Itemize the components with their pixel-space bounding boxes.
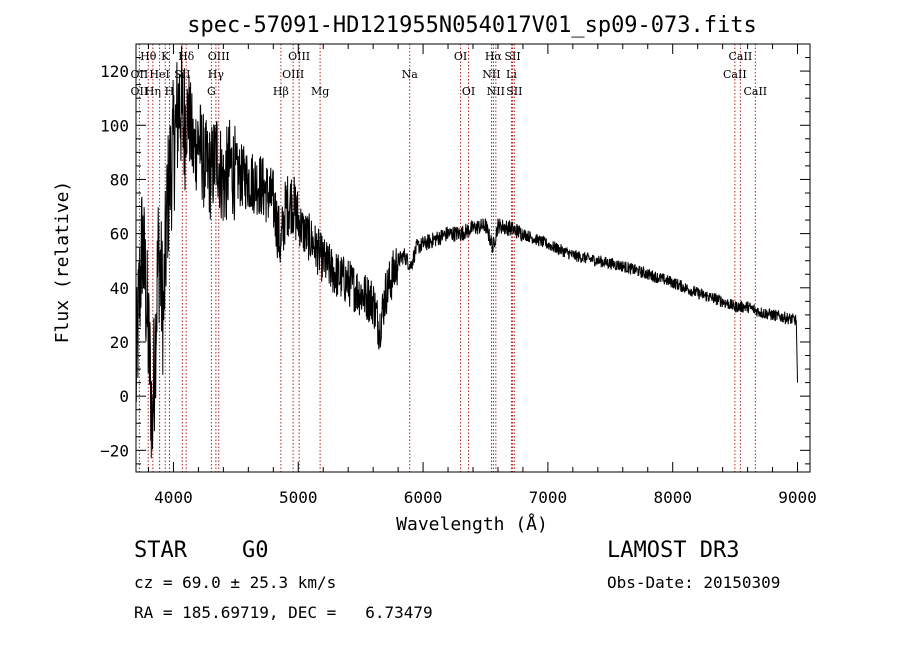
y-tick-label: 60 [110, 225, 129, 244]
redshift-velocity: cz = 69.0 ± 25.3 km/s [134, 573, 337, 592]
x-tick-label: 7000 [529, 488, 568, 507]
x-tick-label: 5000 [279, 488, 318, 507]
marker-label: Hδ [178, 50, 195, 63]
marker-label: CaII [729, 50, 753, 63]
y-tick-label: 40 [110, 279, 129, 298]
marker-label: OII [131, 85, 149, 98]
marker-label: SII [504, 50, 520, 63]
marker-label: H [165, 85, 175, 98]
axis-ticks [136, 44, 810, 472]
survey-name: LAMOST DR3 [607, 538, 740, 563]
coordinates: RA = 185.69719, DEC = 6.73479 [134, 603, 433, 622]
y-tick-label: 80 [110, 170, 129, 189]
x-axis-label: Wavelength (Å) [396, 513, 548, 535]
marker-label: OIII [288, 50, 310, 63]
marker-label: Na [402, 68, 419, 81]
marker-label: Hθ [140, 50, 157, 63]
marker-label: Hβ [273, 85, 289, 98]
marker-label: G [207, 85, 216, 98]
marker-label: Hγ [208, 68, 225, 81]
x-tick-label: 9000 [778, 488, 817, 507]
axis-tick-labels: 4000 5000 6000 7000 8000 9000 −20 0 20 40 60 80 100 1… [100, 62, 817, 507]
x-tick-label: 4000 [154, 488, 193, 507]
marker-label: CaII [723, 68, 747, 81]
object-type: STAR [134, 538, 187, 563]
spectral-line-markers [138, 44, 756, 472]
marker-label: SII [506, 85, 522, 98]
marker-label: NII [487, 85, 505, 98]
y-tick-label: 0 [119, 387, 129, 406]
plot-frame [135, 43, 811, 473]
y-tick-label: 100 [100, 116, 129, 135]
x-tick-label: 6000 [404, 488, 443, 507]
y-tick-label: 20 [110, 333, 129, 352]
marker-label: Hη [145, 85, 161, 98]
observation-date: Obs-Date: 20150309 [607, 573, 781, 592]
marker-label: OII [131, 68, 149, 81]
marker-label: Li [506, 68, 517, 81]
x-tick-label: 8000 [653, 488, 692, 507]
y-tick-label: −20 [100, 441, 129, 460]
marker-label: HeI [149, 68, 169, 81]
marker-label: Mg [311, 85, 329, 98]
marker-label: Hα [485, 50, 503, 63]
marker-label: OI [454, 50, 467, 63]
marker-label: NII [482, 68, 500, 81]
marker-label: K [161, 50, 170, 63]
marker-label: OIII [282, 68, 304, 81]
spectrum-line [135, 45, 798, 459]
y-axis-label: Flux (relative) [52, 181, 73, 344]
y-tick-label: 120 [100, 62, 129, 81]
marker-label: CaII [743, 85, 767, 98]
chart-title: spec-57091-HD121955N054017V01_sp09-073.f… [187, 13, 757, 38]
object-subclass: G0 [242, 538, 269, 563]
marker-label: OI [462, 85, 475, 98]
marker-label: OIII [208, 50, 230, 63]
